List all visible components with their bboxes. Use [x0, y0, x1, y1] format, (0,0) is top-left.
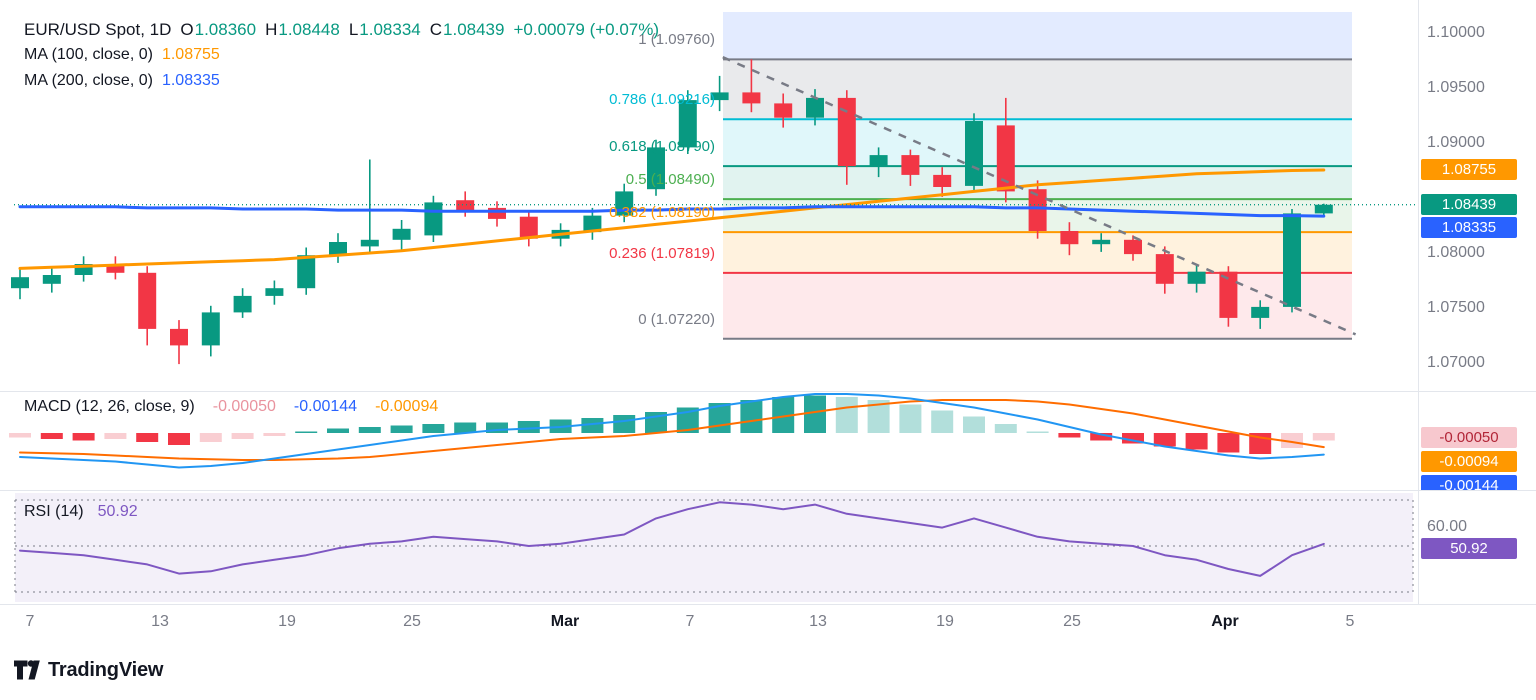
rsi-axis-badge: 50.92 — [1421, 538, 1517, 559]
ma100-axis-badge: 1.08755 — [1421, 159, 1517, 180]
macd-line-value: -0.00144 — [293, 398, 358, 415]
ma100-value: 1.08755 — [161, 46, 220, 63]
rsi-axis-label: 60.00 — [1427, 518, 1468, 535]
rsi-value: 50.92 — [97, 503, 138, 520]
tradingview-logo-icon — [14, 660, 40, 680]
macd-axis-badges: -0.00050 -0.00094 -0.00144 — [0, 393, 1536, 490]
ma200-value: 1.08335 — [161, 72, 220, 89]
rsi-legend: RSI (14) 50.92 — [24, 503, 138, 521]
macd-title[interactable]: MACD (12, 26, close, 9) — [24, 398, 195, 415]
macd-legend: MACD (12, 26, close, 9) -0.00050 -0.0014… — [24, 398, 438, 416]
ma200-axis-badge: 1.08335 — [1421, 217, 1517, 238]
close-value: C1.08439 — [429, 20, 505, 39]
macd-line-axis-badge: -0.00144 — [1421, 475, 1517, 490]
change-value: +0.00079 (+0.07%) — [513, 20, 660, 39]
low-value: L1.08334 — [348, 20, 421, 39]
macd-histogram-axis-badge: -0.00050 — [1421, 427, 1517, 448]
main-legend: EUR/USD Spot, 1D O1.08360 H1.08448 L1.08… — [24, 20, 659, 98]
tradingview-logo-text: TradingView — [48, 658, 164, 681]
last-price-axis-badge: 1.08439 — [1421, 194, 1517, 215]
rsi-title[interactable]: RSI (14) — [24, 503, 84, 520]
ma100-row[interactable]: MA (100, close, 0) 1.08755 — [24, 46, 659, 72]
open-value: O1.08360 — [180, 20, 257, 39]
macd-histogram-value: -0.00050 — [212, 398, 276, 415]
ma200-row[interactable]: MA (200, close, 0) 1.08335 — [24, 72, 659, 98]
ma100-label: MA (100, close, 0) — [24, 46, 153, 63]
ma200-label: MA (200, close, 0) — [24, 72, 153, 89]
high-value: H1.08448 — [265, 20, 340, 39]
tradingview-logo[interactable]: TradingView — [14, 658, 163, 682]
macd-signal-axis-badge: -0.00094 — [1421, 451, 1517, 472]
symbol-row: EUR/USD Spot, 1D O1.08360 H1.08448 L1.08… — [24, 20, 659, 46]
symbol-title[interactable]: EUR/USD Spot, 1D — [24, 20, 172, 39]
macd-signal-value: -0.00094 — [375, 398, 439, 415]
